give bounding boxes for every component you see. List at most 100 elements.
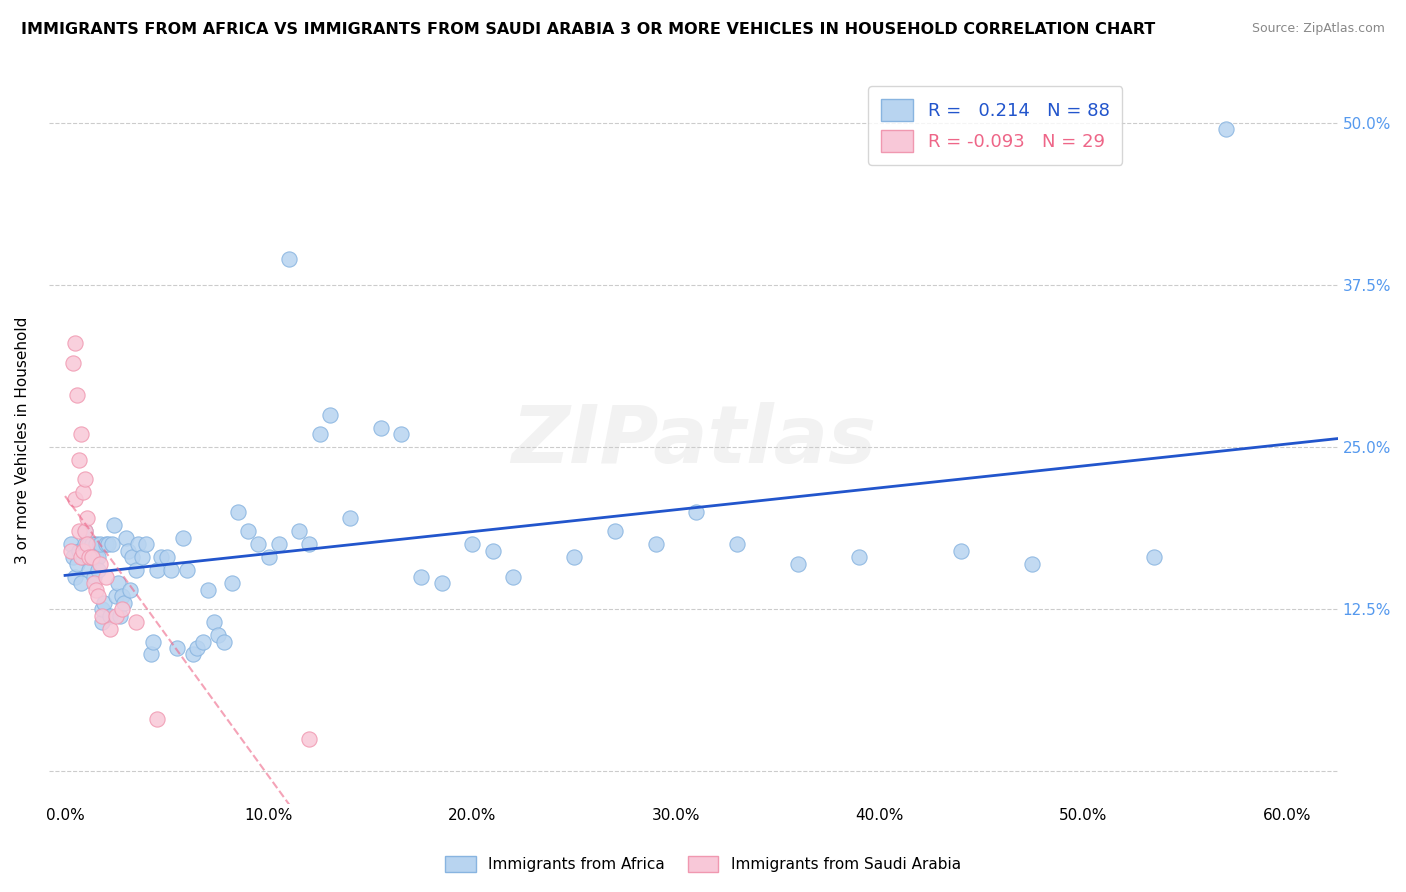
Point xyxy=(83,550,105,565)
Text: IMMIGRANTS FROM AFRICA VS IMMIGRANTS FROM SAUDI ARABIA 3 OR MORE VEHICLES IN HOU: IMMIGRANTS FROM AFRICA VS IMMIGRANTS FRO… xyxy=(21,22,1156,37)
Point xyxy=(103,517,125,532)
Legend: Immigrants from Africa, Immigrants from Saudi Arabia: Immigrants from Africa, Immigrants from … xyxy=(437,848,969,880)
Point xyxy=(257,550,280,565)
Point xyxy=(108,608,131,623)
Point xyxy=(104,608,127,623)
Point xyxy=(115,531,138,545)
Point xyxy=(197,582,219,597)
Point xyxy=(787,557,810,571)
Point xyxy=(79,563,101,577)
Point xyxy=(90,608,112,623)
Point xyxy=(111,602,134,616)
Point xyxy=(121,550,143,565)
Point xyxy=(98,622,121,636)
Point xyxy=(94,570,117,584)
Point xyxy=(221,576,243,591)
Point xyxy=(1215,122,1237,136)
Point xyxy=(107,576,129,591)
Point xyxy=(278,252,301,266)
Point xyxy=(67,543,90,558)
Point xyxy=(181,648,204,662)
Point xyxy=(101,537,124,551)
Point xyxy=(145,712,167,726)
Point xyxy=(67,524,90,539)
Point xyxy=(247,537,270,551)
Point xyxy=(111,589,134,603)
Point xyxy=(62,550,84,565)
Point xyxy=(63,336,86,351)
Legend: R =   0.214   N = 88, R = -0.093   N = 29: R = 0.214 N = 88, R = -0.093 N = 29 xyxy=(869,87,1122,165)
Point xyxy=(238,524,260,539)
Point xyxy=(66,388,89,402)
Point xyxy=(89,537,111,551)
Point xyxy=(156,550,179,565)
Text: ZIPatlas: ZIPatlas xyxy=(510,401,876,480)
Point xyxy=(86,589,108,603)
Point xyxy=(86,550,108,565)
Point xyxy=(67,453,90,467)
Point xyxy=(72,543,94,558)
Point xyxy=(1143,550,1166,565)
Point xyxy=(75,472,97,486)
Point xyxy=(160,563,183,577)
Point xyxy=(139,648,162,662)
Point xyxy=(75,537,97,551)
Point xyxy=(66,557,89,571)
Point xyxy=(461,537,484,551)
Point xyxy=(267,537,290,551)
Point xyxy=(288,524,311,539)
Point xyxy=(83,570,105,584)
Point xyxy=(848,550,870,565)
Point xyxy=(298,731,321,746)
Point xyxy=(339,511,361,525)
Point xyxy=(120,582,142,597)
Point xyxy=(80,550,103,565)
Point xyxy=(186,640,208,655)
Point xyxy=(725,537,748,551)
Point xyxy=(226,505,249,519)
Point xyxy=(125,563,148,577)
Point xyxy=(298,537,321,551)
Point xyxy=(80,550,103,565)
Point xyxy=(430,576,453,591)
Point xyxy=(89,557,111,571)
Point xyxy=(86,563,108,577)
Point xyxy=(84,550,107,565)
Point xyxy=(112,596,135,610)
Point xyxy=(60,543,83,558)
Point xyxy=(202,615,225,629)
Point xyxy=(80,537,103,551)
Point xyxy=(176,563,198,577)
Point xyxy=(79,550,101,565)
Point xyxy=(131,550,153,565)
Text: Source: ZipAtlas.com: Source: ZipAtlas.com xyxy=(1251,22,1385,36)
Point xyxy=(84,582,107,597)
Point xyxy=(149,550,172,565)
Point xyxy=(79,537,101,551)
Point xyxy=(125,615,148,629)
Y-axis label: 3 or more Vehicles in Household: 3 or more Vehicles in Household xyxy=(15,317,30,565)
Point xyxy=(172,531,194,545)
Point xyxy=(104,589,127,603)
Point xyxy=(72,485,94,500)
Point xyxy=(76,537,98,551)
Point xyxy=(166,640,188,655)
Point xyxy=(63,570,86,584)
Point xyxy=(207,628,229,642)
Point xyxy=(562,550,585,565)
Point xyxy=(127,537,149,551)
Point xyxy=(75,524,97,539)
Point xyxy=(319,408,342,422)
Point xyxy=(389,427,412,442)
Point xyxy=(98,608,121,623)
Point xyxy=(411,570,433,584)
Point xyxy=(76,511,98,525)
Point xyxy=(135,537,157,551)
Point xyxy=(685,505,707,519)
Point xyxy=(603,524,626,539)
Point xyxy=(145,563,167,577)
Point xyxy=(949,543,972,558)
Point xyxy=(644,537,666,551)
Point xyxy=(370,420,392,434)
Point xyxy=(193,634,215,648)
